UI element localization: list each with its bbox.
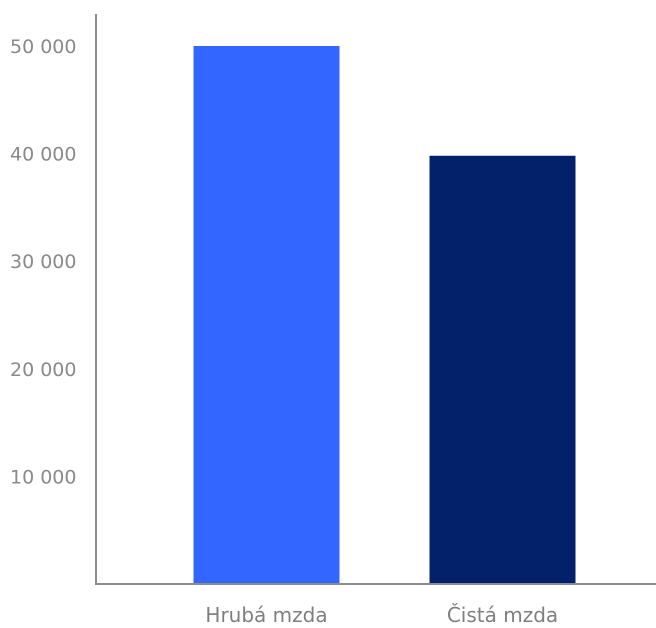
x-axis-category-labels: Hrubá mzda Čistá mzda xyxy=(205,603,558,627)
x-category-label: Čistá mzda xyxy=(447,603,558,627)
y-axis-tick-labels: 10 000 20 000 30 000 40 000 50 000 xyxy=(10,36,76,488)
y-tick-label: 10 000 xyxy=(10,466,76,488)
y-tick-label: 20 000 xyxy=(10,359,76,381)
y-tick-label: 40 000 xyxy=(10,144,76,166)
x-category-label: Hrubá mzda xyxy=(205,603,327,627)
bar-hruba-mzda xyxy=(193,46,340,584)
bars xyxy=(193,46,576,584)
y-tick-label: 50 000 xyxy=(10,36,76,58)
y-tick-label: 30 000 xyxy=(10,251,76,273)
bar-cista-mzda xyxy=(429,155,576,584)
